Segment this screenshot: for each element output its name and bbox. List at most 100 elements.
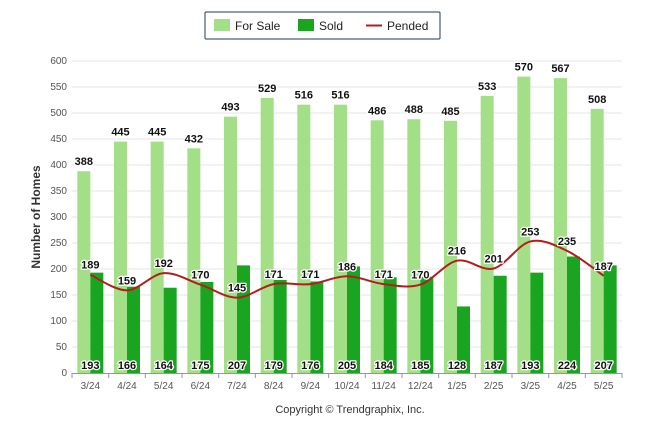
- for-sale-data-label: 567: [551, 63, 569, 75]
- bar-for-sale: [224, 116, 237, 373]
- legend-label: Sold: [319, 19, 343, 33]
- pended-data-label: 170: [411, 270, 429, 282]
- bar-for-sale: [517, 76, 531, 373]
- pended-data-label: 187: [594, 261, 612, 273]
- bar-sold: [273, 279, 287, 373]
- y-tick-label: 200: [50, 264, 67, 275]
- x-tick-label: 11/24: [372, 381, 397, 392]
- bar-sold: [567, 256, 580, 373]
- x-tick-label: 4/24: [117, 381, 137, 392]
- sold-data-label: 205: [338, 360, 356, 372]
- y-tick-label: 500: [50, 108, 67, 119]
- sold-data-label: 224: [558, 360, 577, 372]
- legend-label: For Sale: [235, 19, 281, 33]
- bar-sold: [420, 276, 434, 373]
- pended-data-label: 186: [338, 261, 356, 273]
- x-tick-label: 5/25: [594, 381, 614, 392]
- bar-for-sale: [554, 78, 567, 373]
- x-tick-label: 3/25: [521, 381, 541, 392]
- pended-line: [89, 239, 605, 299]
- legend-label: Pended: [387, 19, 428, 33]
- y-tick-label: 550: [50, 82, 67, 93]
- pended-data-label: 216: [448, 246, 466, 258]
- bar-sold: [457, 306, 470, 373]
- pended-data-label: 171: [374, 269, 392, 281]
- pended-data-label: 201: [484, 253, 502, 265]
- pended-data-label: 189: [81, 260, 99, 272]
- sold-data-label: 128: [448, 360, 466, 372]
- bar-for-sale: [480, 95, 494, 373]
- legend-item-sold[interactable]: Sold: [298, 19, 343, 33]
- x-tick-label: 5/24: [154, 381, 174, 392]
- legend-box: [204, 11, 441, 40]
- bar-sold: [493, 275, 507, 373]
- for-sale-data-label: 493: [221, 102, 239, 114]
- bar-sold: [530, 272, 544, 373]
- for-sale-data-label: 445: [111, 127, 129, 139]
- x-tick-label: 4/25: [557, 381, 577, 392]
- bar-for-sale: [187, 148, 201, 373]
- bar-for-sale: [77, 171, 91, 373]
- pended-data-label: 171: [264, 269, 282, 281]
- y-tick-label: 350: [50, 186, 67, 197]
- for-sale-data-label: 488: [405, 104, 423, 116]
- bar-sold: [200, 282, 214, 373]
- data-labels: 388 193 189 445 166 159 445 164 192 432 175 170 493 2…: [73, 60, 614, 373]
- pended-data-label: 170: [191, 270, 209, 282]
- pended-series-line: [89, 239, 605, 299]
- for-sale-data-label: 486: [368, 105, 386, 117]
- sold-data-label: 207: [228, 360, 246, 372]
- for-sale-data-label: 445: [148, 127, 166, 139]
- legend-item-for-sale[interactable]: For Sale: [214, 19, 281, 33]
- pended-data-label: 235: [558, 236, 576, 248]
- sold-data-label: 187: [484, 360, 502, 372]
- x-tick-label: 6/24: [191, 381, 211, 392]
- bar-for-sale: [260, 97, 274, 374]
- for-sale-data-label: 570: [515, 62, 533, 74]
- y-tick-label: 300: [50, 212, 67, 223]
- sold-data-label: 193: [521, 360, 539, 372]
- bar-for-sale: [297, 104, 311, 374]
- y-tick-label: 50: [56, 342, 68, 353]
- y-tick-label: 100: [50, 316, 67, 327]
- bar-for-sale: [370, 120, 384, 373]
- legend-item-pended[interactable]: Pended: [366, 19, 428, 33]
- pended-data-label: 171: [301, 269, 319, 281]
- bar-sold: [383, 277, 397, 373]
- x-axis-ticks: 3/24 4/24 5/24 6/24 7/24 8/24 9/24 10/24 11/24 12…: [71, 373, 623, 392]
- sold-data-label: 176: [301, 360, 319, 372]
- y-tick-label: 250: [50, 238, 67, 249]
- legend-swatch: [214, 19, 230, 31]
- pended-data-label: 145: [228, 283, 246, 295]
- y-tick-label: 400: [50, 160, 67, 171]
- for-sale-data-label: 516: [295, 90, 313, 102]
- bars: [77, 76, 617, 374]
- pended-data-label: 253: [521, 226, 539, 238]
- bar-sold: [163, 287, 177, 373]
- y-tick-label: 450: [50, 134, 67, 145]
- for-sale-data-label: 485: [441, 106, 459, 118]
- bar-for-sale: [444, 120, 457, 373]
- sold-data-label: 179: [264, 360, 282, 372]
- bar-for-sale: [407, 119, 421, 374]
- sold-data-label: 184: [374, 360, 393, 372]
- x-tick-label: 10/24: [334, 381, 359, 392]
- sold-data-label: 207: [594, 360, 612, 372]
- copyright-text: Copyright © Trendgraphix, Inc.: [275, 404, 424, 416]
- y-tick-label: 600: [50, 56, 67, 67]
- bar-sold: [127, 286, 140, 373]
- bar-for-sale: [114, 141, 127, 373]
- legend[interactable]: For Sale Sold Pended: [204, 11, 441, 40]
- bar-sold: [603, 265, 617, 373]
- pended-data-label: 192: [154, 258, 172, 270]
- sold-data-label: 166: [118, 360, 136, 372]
- bar-sold: [237, 265, 250, 373]
- y-tick-label: 150: [50, 290, 67, 301]
- y-tick-label: 0: [61, 368, 67, 379]
- for-sale-data-label: 388: [75, 156, 93, 168]
- x-tick-label: 1/25: [447, 381, 467, 392]
- sold-data-label: 175: [191, 360, 209, 372]
- x-tick-label: 7/24: [227, 381, 247, 392]
